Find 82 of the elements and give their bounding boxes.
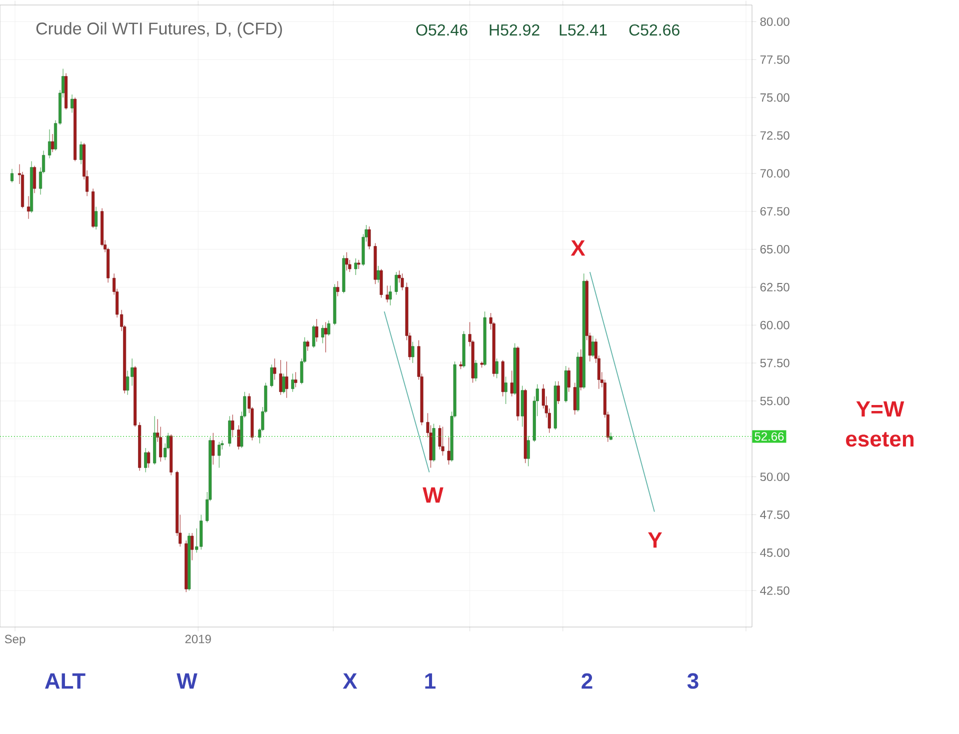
text: 3: [687, 673, 698, 689]
candlestick: [567, 367, 570, 392]
candlestick: [231, 414, 234, 438]
candlestick: [147, 450, 150, 468]
candlestick: [556, 380, 560, 404]
y-tick-label: 75.00: [760, 93, 790, 102]
candlestick: [279, 360, 282, 396]
candlestick: [504, 376, 508, 404]
candlestick: [291, 373, 294, 392]
text: Crude Oil WTI Futures, D, (CFD): [36, 22, 282, 38]
y-tick-label: 42.50: [760, 586, 790, 595]
candlestick: [386, 285, 389, 303]
candlestick: [315, 318, 318, 342]
y-tick-label: 72.50: [760, 131, 790, 140]
annotation: L52.41: [560, 24, 607, 36]
candlestick: [70, 94, 74, 113]
candlestick: [285, 361, 288, 398]
candlestick: [218, 442, 221, 468]
annotation: H52.92: [490, 24, 540, 36]
annotation: W: [422, 487, 444, 503]
x-tick-label: Sep: [4, 634, 26, 646]
candlestick: [94, 206, 98, 230]
candlestick: [312, 324, 316, 348]
candlestick: [441, 426, 444, 456]
y-tick-label: 55.00: [760, 396, 790, 406]
candlestick: [306, 340, 310, 352]
candlestick: [336, 280, 340, 297]
ref-line-label: 52.66: [754, 432, 784, 441]
candlestick: [368, 226, 371, 250]
y-tick-label: 65.00: [760, 245, 790, 254]
candlestick: [273, 358, 276, 380]
text: X: [342, 673, 358, 689]
candlestick: [321, 324, 324, 344]
candlestick: [294, 372, 298, 388]
annotation: X: [570, 240, 586, 256]
annotation: C52.66: [629, 24, 680, 36]
candlestick: [573, 382, 576, 415]
candlestick: [126, 370, 130, 396]
candlestick: [270, 364, 274, 388]
text: 1: [425, 673, 436, 689]
candlestick: [474, 360, 478, 382]
candlestick: [144, 448, 148, 473]
y-tick-label: 62.50: [760, 282, 790, 292]
candlestick: [345, 252, 348, 271]
y-tick-label: 77.50: [760, 55, 790, 64]
candlestick: [327, 320, 330, 336]
y-tick-label: 70.00: [760, 169, 790, 178]
candlestick: [228, 416, 232, 447]
candlestick: [388, 285, 392, 306]
annotation: O52.46: [416, 24, 468, 36]
x-tick-label: 2019: [185, 634, 211, 644]
y-tick-label: 45.00: [760, 548, 790, 557]
candlestick: [130, 358, 134, 386]
text: ALT: [44, 673, 86, 689]
candlestick: [190, 532, 194, 560]
y-tick-label: 67.50: [760, 207, 790, 216]
candlestick: [33, 166, 36, 194]
y-tick-label: 47.50: [760, 510, 790, 519]
candlestick: [526, 436, 530, 466]
candlestick: [10, 168, 14, 183]
candlestick: [394, 272, 398, 296]
y-tick-label: 60.00: [760, 320, 790, 330]
candlestick: [51, 134, 54, 152]
candlestick: [357, 260, 360, 270]
candlestick: [324, 322, 328, 353]
annotation: Y: [648, 532, 662, 548]
candlestick: [237, 424, 240, 450]
candlestick: [447, 437, 450, 465]
candlestick: [80, 141, 83, 165]
text: W: [176, 673, 198, 689]
candlestick: [48, 129, 52, 158]
candlestick: [495, 358, 498, 378]
y-tick-label: 57.50: [760, 358, 790, 368]
text: 2: [582, 673, 592, 689]
candlestick: [27, 196, 30, 220]
candlestick: [354, 258, 358, 276]
y-tick-label: 80.00: [760, 17, 790, 26]
candlestick: [411, 342, 414, 364]
candlestick: [212, 432, 215, 465]
candlestick: [510, 370, 514, 397]
y-tick-label: 50.00: [760, 472, 790, 482]
text: Y=W eseten: [846, 401, 914, 447]
